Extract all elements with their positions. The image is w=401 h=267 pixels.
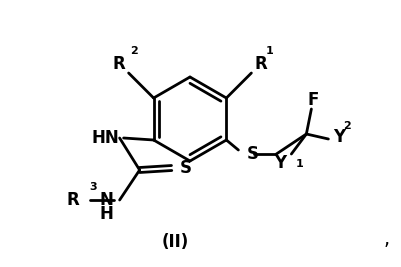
Text: N: N <box>100 191 113 209</box>
Text: 2: 2 <box>130 46 138 56</box>
Text: (II): (II) <box>161 233 188 251</box>
Text: S: S <box>246 145 258 163</box>
Text: R: R <box>254 55 267 73</box>
Text: HN: HN <box>92 129 119 147</box>
Text: S: S <box>180 159 192 177</box>
Text: Y: Y <box>274 154 286 172</box>
Text: 2: 2 <box>343 121 351 131</box>
Text: F: F <box>308 91 319 109</box>
Text: R: R <box>67 191 80 209</box>
Text: 1: 1 <box>265 46 273 56</box>
Text: H: H <box>100 205 113 223</box>
Text: Y: Y <box>333 128 346 146</box>
Text: R: R <box>113 55 126 73</box>
Text: 1: 1 <box>296 159 303 169</box>
Text: ,: , <box>384 230 390 249</box>
Text: 3: 3 <box>90 182 97 192</box>
